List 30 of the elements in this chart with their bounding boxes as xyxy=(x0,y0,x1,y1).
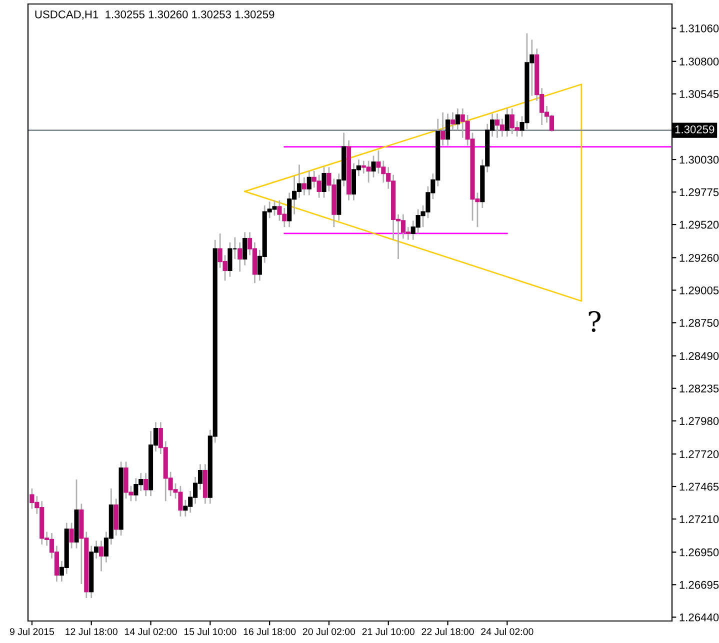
x-tick-label: 9 Jul 2015 xyxy=(10,628,54,636)
x-tick-label: 14 Jul 02:00 xyxy=(125,628,177,636)
x-tick-label: 16 Jul 18:00 xyxy=(244,628,296,636)
y-tick-label: 1.28490 xyxy=(680,352,719,360)
x-tick-label: 20 Jul 02:00 xyxy=(302,628,356,636)
y-tick-label: 1.28750 xyxy=(680,318,719,327)
y-tick-label: 1.27210 xyxy=(680,515,719,524)
y-tick-label: 1.31060 xyxy=(680,24,719,32)
y-tick-label: 1.27980 xyxy=(680,417,719,425)
y-tick-label: 1.26950 xyxy=(680,548,719,556)
y-tick-label: 1.26695 xyxy=(680,580,719,589)
y-tick-label: 1.30800 xyxy=(680,58,719,66)
x-tick-label: 21 Jul 10:00 xyxy=(362,628,414,636)
x-tick-label: 15 Jul 10:00 xyxy=(184,628,236,636)
y-tick-label: 1.27720 xyxy=(680,450,719,458)
x-tick-label: 24 Jul 02:00 xyxy=(481,628,534,636)
y-tick-label: 1.28235 xyxy=(680,384,719,392)
y-tick-label: 1.29005 xyxy=(680,286,719,294)
x-tick-label: 22 Jul 18:00 xyxy=(422,628,474,636)
y-tick-label: 1.30030 xyxy=(680,156,719,164)
y-tick-label: 1.29775 xyxy=(680,188,719,196)
y-tick-label: 1.26440 xyxy=(680,613,719,622)
chart-title: USDCAD,H1 1.30255 1.30260 1.30253 1.30259 xyxy=(35,10,274,20)
y-tick-label: 1.29520 xyxy=(680,220,719,229)
y-tick-label: 1.30545 xyxy=(680,90,719,98)
x-tick-label: 12 Jul 18:00 xyxy=(66,628,118,636)
annotation: ? xyxy=(588,310,601,332)
y-tick-label: 1.27465 xyxy=(680,482,719,491)
ref-line-label: 1.30259 xyxy=(675,125,714,134)
y-tick-label: 1.29260 xyxy=(680,254,719,262)
